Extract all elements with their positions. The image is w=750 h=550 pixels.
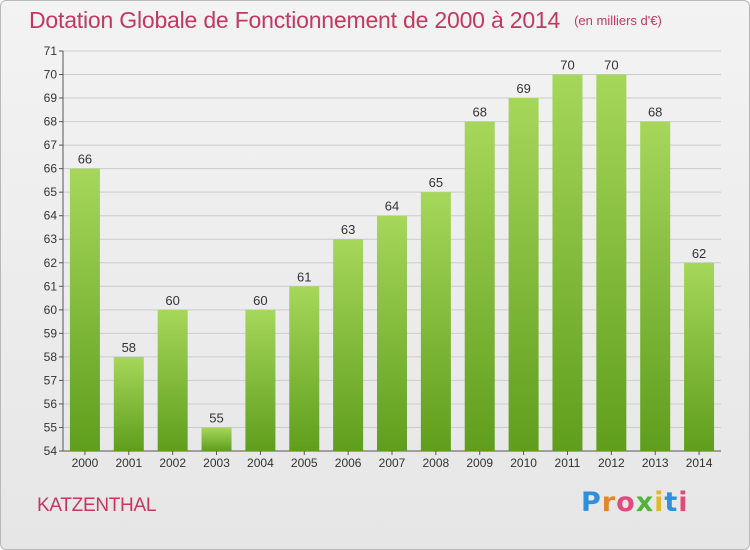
y-tick-label: 60 [44,303,58,317]
data-label: 70 [604,58,618,73]
bar [640,121,671,452]
logo-letter: t [664,487,679,518]
y-tick-label: 58 [44,350,58,364]
x-tick-label: 2004 [247,456,274,470]
bar [552,74,583,451]
y-tick-label: 62 [44,256,58,270]
x-tick-label: 2014 [686,456,713,470]
y-tick-label: 65 [44,185,58,199]
y-tick-label: 54 [44,444,58,458]
data-label: 70 [560,58,574,73]
y-tick-label: 59 [44,326,58,340]
y-tick-label: 63 [44,232,58,246]
logo-letter: o [616,487,636,518]
y-tick-label: 68 [44,115,58,129]
x-tick-label: 2003 [203,456,230,470]
y-tick-label: 57 [44,373,58,387]
bars [69,74,715,452]
data-label: 69 [516,81,530,96]
y-tick-label: 56 [44,397,58,411]
x-tick-label: 2013 [642,456,669,470]
data-label: 60 [165,293,179,308]
logo-letter: i [654,487,665,518]
y-tick-label: 61 [44,279,58,293]
x-tick-label: 2006 [335,456,362,470]
y-tick-label: 67 [44,138,58,152]
y-tick-labels: 54 55 56 57 58 59 60 61 62 63 64 65 66 67 68 69 70 71 [44,44,63,458]
data-label: 66 [78,152,92,167]
x-tick-label: 2011 [555,456,581,470]
bar [245,309,276,451]
x-tick-label: 2009 [466,456,493,470]
bar [508,98,539,451]
bar [113,356,144,451]
bar [333,239,364,451]
data-label: 63 [341,222,355,237]
y-tick-label: 70 [44,68,58,82]
data-label: 64 [385,199,399,214]
data-label: 68 [472,105,486,120]
data-label: 58 [122,340,136,355]
title-unit: (en milliers d'€) [574,13,662,28]
x-tick-label: 2002 [159,456,186,470]
title-text: Dotation Globale de Fonctionnement de 20… [29,7,561,33]
bar [377,215,407,451]
bar [464,121,495,452]
logo-letter: x [635,487,655,518]
proxiti-logo[interactable]: Proxiti [581,487,689,518]
bar [289,286,320,451]
x-tick-label: 2005 [291,456,318,470]
logo-letter: P [581,487,602,518]
y-tick-label: 64 [44,209,58,223]
x-tick-label: 2007 [379,456,406,470]
logo-letter: r [601,487,617,518]
bar [69,168,100,451]
x-tick-label: 2001 [115,456,142,470]
x-tick-label: 2012 [598,456,625,470]
x-tick-label: 2008 [423,456,450,470]
data-label: 61 [297,269,311,284]
data-label: 65 [429,175,443,190]
x-tick-label: 2010 [510,456,537,470]
y-tick-label: 66 [44,162,58,176]
x-tick-label: 2000 [72,456,99,470]
data-label: 62 [692,246,706,261]
y-tick-label: 71 [44,44,58,58]
bar [157,309,188,451]
data-labels: 66 58 60 55 60 61 63 64 65 68 69 70 70 68 62 [78,58,707,426]
data-label: 55 [209,410,223,425]
bar [596,74,627,451]
data-label: 68 [648,105,662,120]
bar [684,262,715,451]
y-tick-label: 69 [44,91,58,105]
bar [201,427,232,451]
commune-name: KATZENTHAL [37,495,157,516]
bar [420,192,451,452]
data-label: 60 [253,293,267,308]
logo-letter: i [678,487,689,518]
chart-title: Dotation Globale de Fonctionnement de 20… [29,7,662,34]
x-tick-labels: 2000 2001 2002 2003 2004 2005 2006 2007 2008 2009… [72,451,713,470]
y-tick-label: 55 [44,420,58,434]
